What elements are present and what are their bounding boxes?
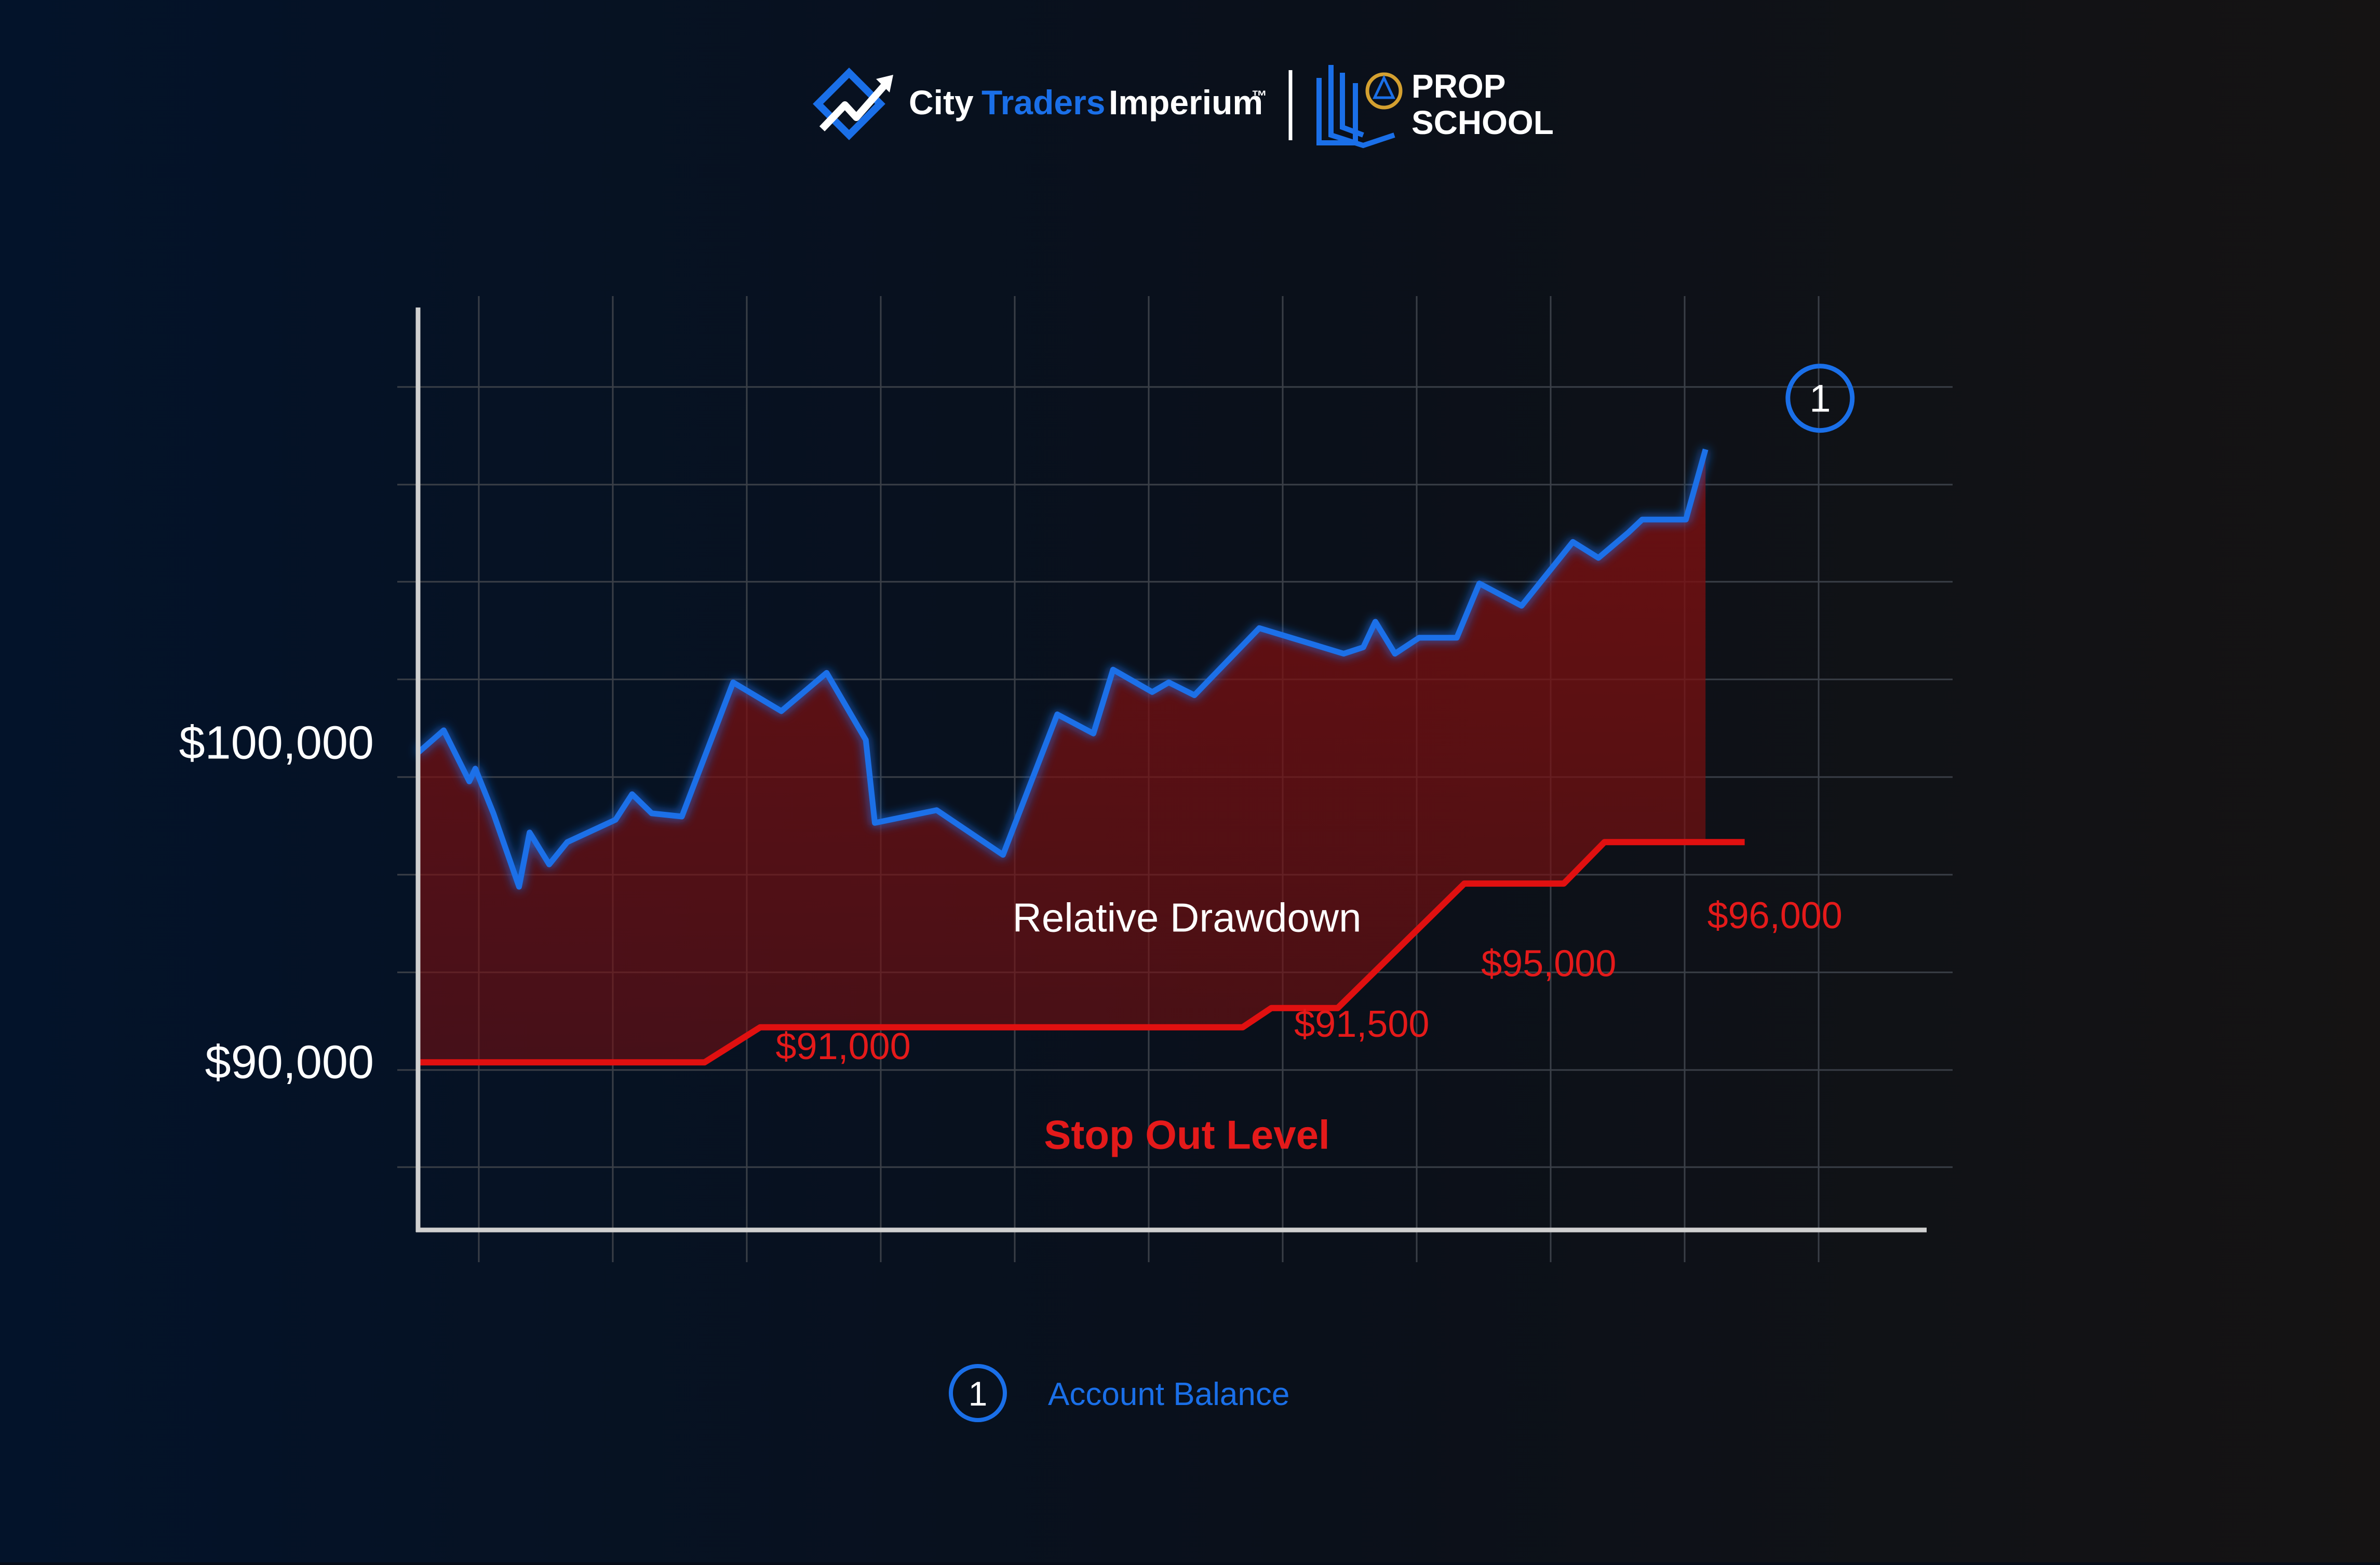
y-tick-label: $90,000: [205, 1036, 374, 1088]
brand-traders: Traders: [981, 83, 1105, 122]
brand-city: City: [909, 83, 974, 122]
brand-school: SCHOOL: [1411, 104, 1554, 141]
legend-marker-number: 1: [969, 1374, 988, 1413]
legend-label: Account Balance: [1048, 1376, 1289, 1412]
annotation-label: $91,000: [776, 1026, 911, 1067]
annotation-label: $95,000: [1481, 943, 1616, 984]
brand-tm: ™: [1252, 88, 1267, 105]
series-line-account-balance: [416, 448, 1709, 890]
brand-prop: PROP: [1411, 68, 1505, 105]
series-line-stop-out-level: [418, 839, 1745, 1066]
annotation-label: $96,000: [1707, 895, 1843, 937]
brand-header: City Traders Imperium ™ PROP SCHOOL: [813, 65, 1554, 149]
y-tick-labels: $100,000 $90,000: [179, 717, 374, 1089]
brand-imperium: Imperium: [1109, 83, 1263, 122]
annotation-label: $91,500: [1294, 1004, 1429, 1045]
series-marker-circle: [1785, 364, 1855, 433]
drawdown-fill: [418, 449, 1706, 1063]
chart-arrow-diamond-icon: [813, 68, 893, 140]
series-marker: 1: [1785, 364, 1855, 433]
legend: 1 Account Balance: [949, 1364, 1289, 1422]
book-compass-icon: [1316, 65, 1403, 149]
legend-marker-circle: [949, 1364, 1007, 1422]
annotation-label: Stop Out Level: [1044, 1112, 1329, 1157]
axes: [415, 307, 1927, 1233]
series: [416, 448, 1745, 1066]
annotation-label: Relative Drawdown: [1013, 894, 1362, 940]
annotations: Relative Drawdown Stop Out Level $91,000 $9…: [776, 894, 1843, 1157]
drawdown-area: [418, 449, 1706, 1063]
y-tick-label: $100,000: [179, 717, 374, 769]
series-marker-number: 1: [1809, 377, 1831, 420]
